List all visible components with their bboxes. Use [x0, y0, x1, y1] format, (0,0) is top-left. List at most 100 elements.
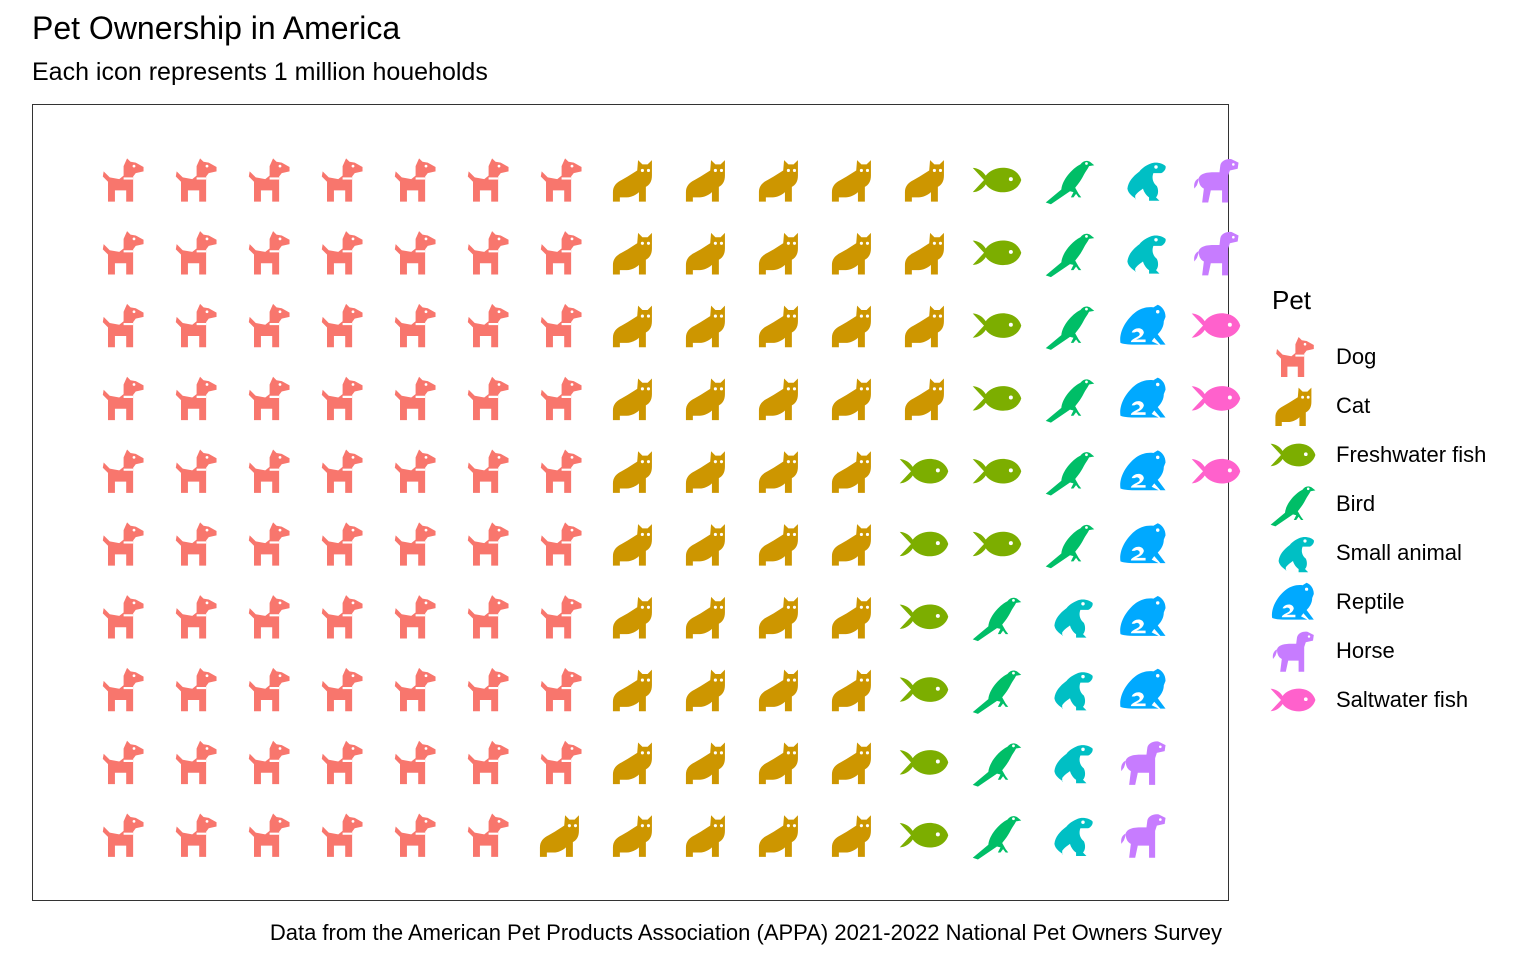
pictogram-icon-cat	[831, 160, 871, 202]
legend-item-freshwater-fish: Freshwater fish	[1262, 430, 1532, 479]
pictogram-icon-cat	[612, 815, 652, 857]
pictogram-icon-horse	[1121, 741, 1166, 785]
fish-icon	[1270, 688, 1316, 711]
pictogram-icon-dog	[394, 595, 436, 639]
pictogram-icon-dog	[321, 813, 363, 857]
pictogram-icon-bird	[972, 816, 1022, 860]
pictogram-icon-dog	[321, 231, 363, 275]
pictogram-icon-dog	[175, 522, 217, 566]
pictogram-icon-cat	[758, 232, 798, 275]
pictogram-icon-dog	[321, 667, 363, 712]
pictogram-icon-reptile	[1120, 523, 1166, 564]
pictogram-icon-reptile	[1120, 304, 1166, 345]
pictogram-icon-cat	[758, 160, 798, 202]
pictogram-icon-cat	[831, 305, 871, 348]
pictogram-icon-reptile	[1120, 450, 1166, 491]
pictogram-icon-cat	[685, 378, 725, 421]
pictogram-icon-small-animal	[1122, 235, 1166, 274]
pictogram-icon-dog	[102, 740, 144, 785]
pictogram-icon-dog	[394, 740, 436, 785]
pictogram-icon-freshwater-fish	[972, 167, 1022, 193]
pictogram-icon-cat	[904, 305, 944, 348]
pictogram-icon-dog	[102, 231, 144, 275]
pictogram-icon-freshwater-fish	[899, 822, 949, 848]
pictogram-icon-dog	[467, 667, 509, 712]
pictogram-icon-dog	[175, 158, 217, 202]
legend-item-reptile: Reptile	[1262, 577, 1532, 626]
pictogram-icon-freshwater-fish	[899, 750, 949, 775]
pictogram-icon-cat	[612, 669, 652, 712]
pictogram-icon-saltwater-fish	[1191, 386, 1241, 411]
pictogram-icon-dog	[540, 522, 582, 566]
legend-item-small-animal: Small animal	[1262, 528, 1532, 577]
pictogram-icon-cat	[758, 524, 798, 566]
pictogram-icon-reptile	[1120, 668, 1166, 709]
pictogram-icon-cat	[685, 305, 725, 348]
pictogram-icon-bird	[1045, 379, 1095, 423]
pictogram-icon-dog	[175, 449, 217, 493]
pictogram-icon-bird	[1045, 524, 1095, 569]
pictogram-icon-dog	[248, 522, 290, 566]
pictogram-icon-dog	[540, 667, 582, 712]
pictogram-icon-freshwater-fish	[899, 531, 949, 557]
pictogram-icon-dog	[321, 595, 363, 639]
pictogram-icon-cat	[758, 596, 798, 639]
pictogram-icon-freshwater-fish	[972, 386, 1022, 411]
pictogram-icon-bird	[972, 597, 1022, 642]
pictogram-icon-cat	[685, 451, 725, 493]
pictogram-icon-cat	[612, 378, 652, 421]
pictogram-icon-dog	[540, 740, 582, 785]
pictogram-icon-saltwater-fish	[1191, 458, 1241, 484]
pictogram-icon-dog	[467, 740, 509, 785]
pictogram-icon-dog	[102, 667, 144, 712]
pictogram-icon-cat	[612, 305, 652, 348]
pictogram-icon-cat	[831, 815, 871, 857]
pictogram-icon-dog	[248, 158, 290, 202]
pictogram-icon-bird	[1045, 160, 1095, 205]
pictogram-icon-dog	[248, 376, 290, 421]
pictogram-icon-freshwater-fish	[972, 240, 1022, 266]
pictogram-icon-cat	[685, 596, 725, 639]
pictogram-icon-cat	[685, 232, 725, 275]
pictogram-icon-dog	[102, 303, 144, 348]
pictogram-icon-dog	[321, 449, 363, 493]
fish-icon	[1270, 443, 1316, 466]
pictogram-icon-cat	[904, 160, 944, 202]
pictogram-icon-cat	[758, 815, 798, 857]
pictogram-icon-dog	[394, 376, 436, 421]
pictogram-icon-dog	[321, 740, 363, 785]
pictogram-icon-dog	[394, 522, 436, 566]
pictogram-icon-dog	[394, 667, 436, 712]
pictogram-icon-dog	[102, 595, 144, 639]
pictogram-icon-dog	[394, 158, 436, 202]
pictogram-icon-dog	[467, 303, 509, 348]
pictogram-icon-dog	[248, 449, 290, 493]
legend-label: Horse	[1336, 637, 1395, 663]
pictogram-icon-horse	[1194, 231, 1239, 276]
pictogram-icon-cat	[831, 669, 871, 712]
pictogram-icon-dog	[467, 376, 509, 421]
legend: Pet Dog Cat Freshwater fish Bird Small anima…	[1262, 282, 1532, 724]
pictogram-icon-dog	[102, 522, 144, 566]
pictogram-icon-dog	[248, 813, 290, 857]
pictogram-icon-cat	[612, 160, 652, 202]
pictogram-icon-dog	[102, 449, 144, 493]
pictogram-icon-dog	[394, 231, 436, 275]
pictogram-icon-cat	[831, 232, 871, 275]
pictogram-icon-dog	[248, 231, 290, 275]
legend-item-saltwater-fish: Saltwater fish	[1262, 675, 1532, 724]
pictogram-icon-dog	[467, 813, 509, 857]
pictogram-icon-cat	[612, 451, 652, 493]
legend-list: Dog Cat Freshwater fish Bird Small animal Rep…	[1262, 332, 1532, 724]
pictogram-icon-bird	[972, 743, 1022, 787]
pictogram-icon-cat	[904, 232, 944, 275]
pictogram-icon-dog	[394, 813, 436, 857]
pictogram-icon-dog	[175, 667, 217, 712]
pictogram-icon-small-animal	[1049, 672, 1093, 711]
pictogram-icon-dog	[102, 158, 144, 202]
pictogram-icon-cat	[612, 596, 652, 639]
pictogram-icon-dog	[175, 231, 217, 275]
pictogram-icon-cat	[831, 378, 871, 421]
pictogram-icon-cat	[758, 742, 798, 785]
pictogram-icon-small-animal	[1049, 599, 1093, 638]
